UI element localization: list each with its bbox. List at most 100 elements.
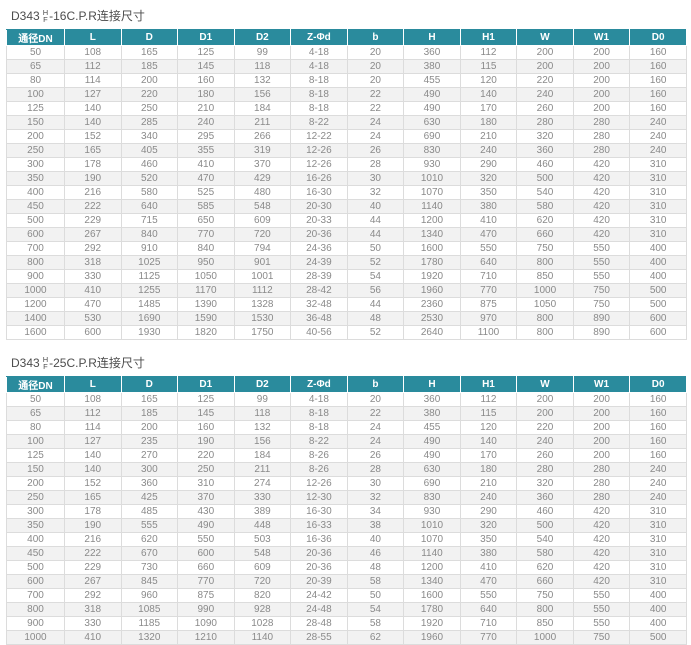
table-cell: 285 (120, 115, 179, 130)
table-cell: 22 (346, 87, 405, 102)
table-cell: 690 (403, 129, 461, 144)
table-cell: 50 (6, 392, 65, 407)
table-cell: 1025 (120, 255, 179, 270)
table-row: 600 267 845 770 720 20-39 58 1340 470 660 420 310 (6, 574, 687, 589)
table-cell: 380 (459, 546, 518, 561)
table-cell: 1001 (233, 269, 292, 284)
table-cell: 62 (346, 630, 405, 645)
table-row: 200 152 340 295 266 12-22 24 690 210 320 280 240 (6, 129, 687, 144)
table-cell: 280 (572, 462, 631, 477)
table-cell: 222 (64, 199, 122, 214)
column-header: W (516, 376, 574, 393)
table-cell: 125 (6, 448, 65, 463)
table-cell: 8-22 (290, 115, 348, 130)
table-cell: 44 (346, 227, 405, 242)
column-header: b (346, 29, 405, 46)
table-cell: 140 (64, 448, 122, 463)
pn25-table-section: D343 H F -25C.P.R连接尺寸 通径DN L D D1 D2 Z-Φd b H H1… (6, 354, 687, 645)
table-cell: 290 (459, 157, 518, 172)
column-header: H1 (459, 29, 518, 46)
pn25-dimension-table: 通径DN L D D1 D2 Z-Φd b H H1 W W1 D0 50 108 165 125 99 4-18… (6, 376, 687, 645)
table-cell: 730 (120, 560, 179, 575)
table-row: 600 267 840 770 720 20-36 44 1340 470 660 420 310 (6, 227, 687, 242)
table-cell: 420 (572, 227, 631, 242)
table-cell: 310 (629, 560, 687, 575)
table-cell: 500 (516, 518, 574, 533)
table-row: 1000 410 1320 1210 1140 28-55 62 1960 770 1000 750… (6, 630, 687, 645)
table-cell: 2530 (403, 311, 461, 326)
table-cell: 274 (233, 476, 292, 491)
table-cell: 460 (120, 157, 179, 172)
table-cell: 1690 (120, 311, 179, 326)
column-header: D1 (177, 376, 235, 393)
table-cell: 355 (177, 143, 235, 158)
table-cell: 8-18 (290, 406, 348, 421)
table-cell: 1028 (233, 616, 292, 631)
table-cell: 80 (6, 420, 65, 435)
table-cell: 20 (346, 59, 405, 74)
table-cell: 460 (516, 504, 574, 519)
table-cell: 580 (516, 199, 574, 214)
table-cell: 20-36 (290, 227, 348, 242)
table-cell: 530 (64, 311, 122, 326)
table-cell: 20-36 (290, 560, 348, 575)
table-cell: 420 (572, 546, 631, 561)
table-cell: 220 (516, 73, 574, 88)
table-cell: 240 (516, 87, 574, 102)
table-cell: 380 (403, 406, 461, 421)
table-cell: 44 (346, 297, 405, 312)
table-cell: 1010 (403, 518, 461, 533)
table-cell: 540 (516, 532, 574, 547)
table-cell: 750 (572, 630, 631, 645)
table-cell: 32 (346, 490, 405, 505)
table-cell: 16-36 (290, 532, 348, 547)
table-row: 1600 600 1930 1820 1750 40-56 52 2640 1100 800 890… (6, 325, 687, 340)
table-cell: 165 (120, 392, 179, 407)
table-cell: 350 (6, 171, 65, 186)
table-row: 500 229 715 650 609 20-33 44 1200 410 620 420 310 (6, 213, 687, 228)
table-cell: 140 (459, 434, 518, 449)
table-cell: 200 (120, 420, 179, 435)
table-cell: 28-39 (290, 269, 348, 284)
table-cell: 40 (346, 532, 405, 547)
table-cell: 120 (459, 420, 518, 435)
column-header: W1 (572, 376, 631, 393)
table-cell: 580 (120, 185, 179, 200)
header-row: 通径DN L D D1 D2 Z-Φd b H H1 W W1 D0 (6, 376, 687, 393)
table-cell: 200 (572, 420, 631, 435)
table-cell: 1960 (403, 283, 461, 298)
table-cell: 108 (64, 45, 122, 60)
table-cell: 210 (177, 101, 235, 116)
table-cell: 660 (177, 560, 235, 575)
table-cell: 900 (6, 269, 65, 284)
table-cell: 156 (233, 434, 292, 449)
table-cell: 280 (572, 490, 631, 505)
table-cell: 1140 (403, 199, 461, 214)
table-cell: 450 (6, 546, 65, 561)
table-row: 100 127 235 190 156 8-22 24 490 140 240 200 160 (6, 434, 687, 449)
table-cell: 32 (346, 185, 405, 200)
column-header: b (346, 376, 405, 393)
table-cell: 24 (346, 434, 405, 449)
table-cell: 670 (120, 546, 179, 561)
table-cell: 960 (120, 588, 179, 603)
table-cell: 200 (572, 434, 631, 449)
table-cell: 290 (459, 504, 518, 519)
table-cell: 140 (459, 87, 518, 102)
table-cell: 28-48 (290, 616, 348, 631)
table-cell: 400 (6, 185, 65, 200)
table-row: 1400 530 1690 1590 1530 36-48 48 2530 970 800 890 6… (6, 311, 687, 326)
table-cell: 12-22 (290, 129, 348, 144)
table-cell: 410 (459, 213, 518, 228)
table-cell: 320 (516, 129, 574, 144)
table-cell: 770 (459, 630, 518, 645)
table-cell: 310 (629, 185, 687, 200)
table-cell: 420 (572, 157, 631, 172)
table-cell: 99 (233, 45, 292, 60)
table-cell: 500 (629, 630, 687, 645)
table-cell: 145 (177, 59, 235, 74)
table-cell: 260 (516, 101, 574, 116)
table-cell: 280 (572, 476, 631, 491)
table-cell: 160 (629, 45, 687, 60)
table-cell: 460 (516, 157, 574, 172)
